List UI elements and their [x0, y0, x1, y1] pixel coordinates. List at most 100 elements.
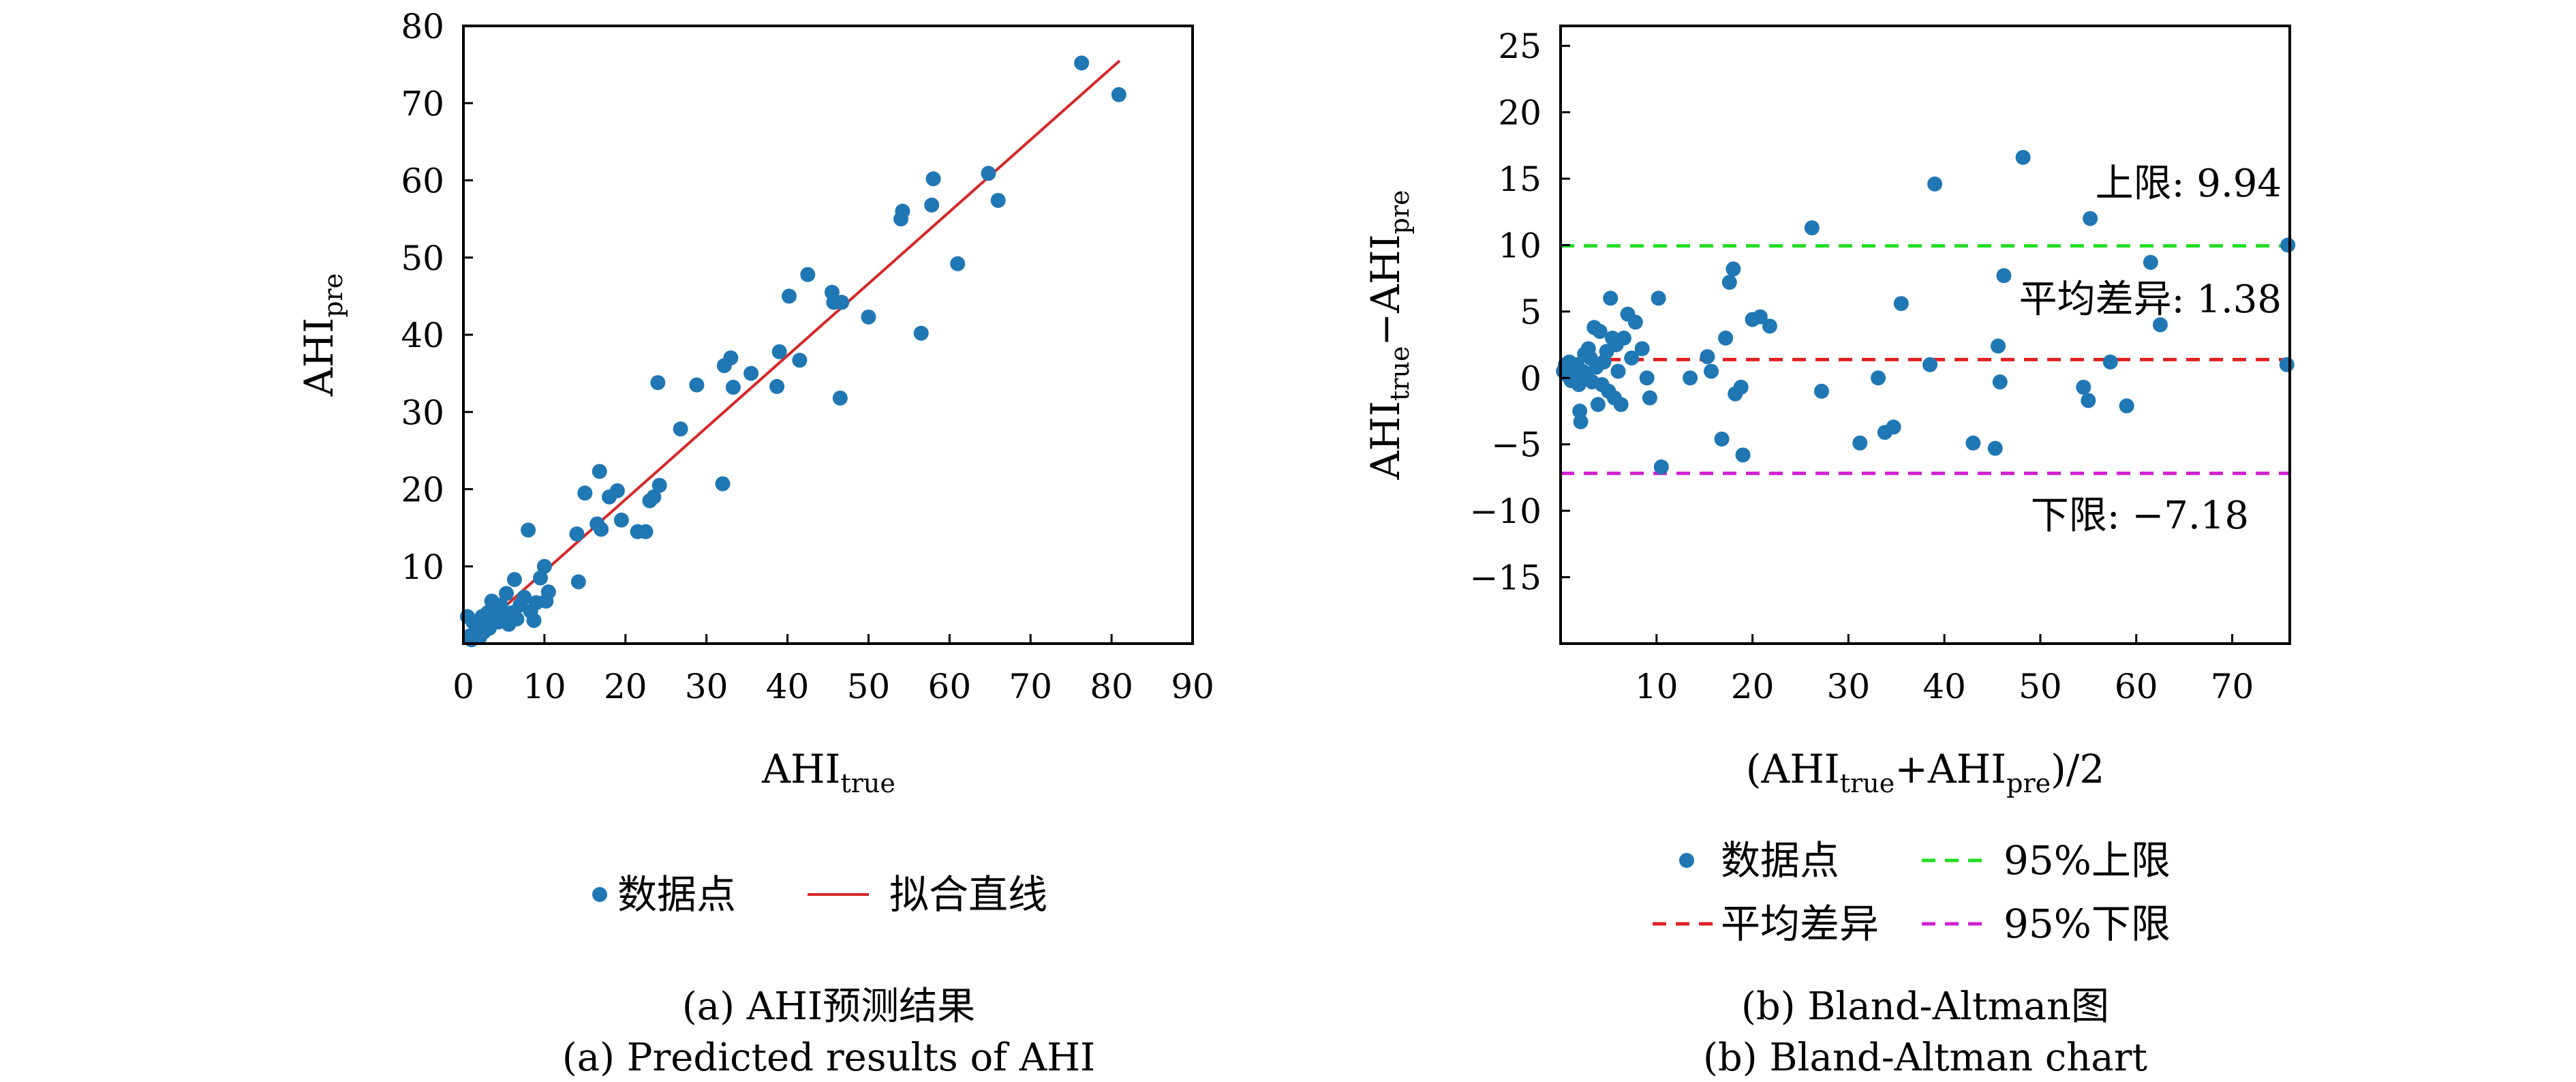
y-tick-label: 20 [401, 470, 444, 510]
data-point [1886, 419, 1901, 435]
data-point [781, 288, 797, 304]
data-point [2280, 237, 2296, 253]
data-point [1590, 397, 1606, 412]
y-tick-label: 25 [1498, 27, 1542, 66]
data-point [2143, 254, 2158, 270]
chart-a-caption-cn: (a) AHI预测结果 [682, 985, 975, 1029]
x-tick-label: 60 [2115, 667, 2158, 706]
data-point [1704, 363, 1719, 379]
legend-b-points-label: 数据点 [1721, 837, 1839, 884]
data-point [650, 375, 666, 391]
data-point [723, 350, 739, 365]
y-tick-label: 0 [1520, 359, 1542, 398]
x-tick-label: 40 [1922, 667, 1966, 706]
data-point [2279, 357, 2295, 372]
data-point [651, 477, 667, 493]
y-tick-label: 70 [401, 84, 444, 123]
chart-a-frame [462, 25, 1194, 645]
data-point [521, 522, 536, 538]
data-point [506, 572, 522, 588]
data-point [2076, 379, 2091, 395]
x-tick-label: 50 [847, 667, 891, 706]
data-point [769, 378, 785, 394]
y-tick-label: 40 [401, 316, 444, 355]
y-tick-label: 10 [1498, 226, 1542, 265]
x-tick-label: 0 [453, 667, 474, 706]
annotation-mean-diff: 平均差异: 1.38 [2019, 277, 2282, 322]
y-tick-label: 80 [401, 7, 444, 46]
data-point [673, 421, 688, 437]
data-point [570, 574, 586, 590]
data-point [715, 476, 731, 492]
data-point [2102, 354, 2118, 370]
chart-b-caption-cn: (b) Bland-Altman图 [1741, 985, 2109, 1029]
legend-points-marker [592, 887, 607, 902]
data-point [1991, 338, 2006, 354]
data-point [1718, 330, 1734, 346]
data-point [1610, 363, 1626, 379]
x-tick-label: 30 [685, 667, 729, 706]
data-point [569, 526, 585, 542]
data-point [594, 522, 609, 537]
x-tick-label: 10 [523, 667, 566, 706]
data-point [861, 309, 876, 325]
data-point [577, 485, 593, 501]
data-point [1721, 275, 1737, 290]
svg-text:AHIpre: AHIpre [296, 273, 348, 397]
data-point [1927, 176, 1943, 192]
data-point [1922, 357, 1938, 372]
legend-b-lower-label: 95%下限 [2004, 901, 2171, 947]
legend-b-mean-label: 平均差异 [1721, 901, 1879, 947]
chart-b-frame [1559, 25, 2291, 645]
y-tick-label: −5 [1491, 425, 1542, 465]
data-point [1852, 435, 1868, 451]
data-point [1616, 330, 1631, 346]
x-tick-label: 70 [1009, 667, 1052, 706]
chart-b-caption-en: (b) Bland-Altman chart [1703, 1036, 2147, 1080]
data-point [981, 166, 996, 181]
annotation-upper-limit: 上限: 9.94 [2096, 162, 2282, 206]
x-tick-label: 90 [1171, 667, 1214, 706]
data-point [1627, 314, 1643, 330]
data-point [743, 365, 759, 381]
data-point [1613, 397, 1629, 412]
data-point [1603, 290, 1619, 306]
data-point [1752, 309, 1768, 325]
data-point [834, 295, 850, 310]
data-point [592, 464, 607, 479]
data-point [536, 558, 552, 574]
x-tick-label: 40 [766, 667, 810, 706]
data-point [1683, 370, 1698, 386]
data-point [1634, 341, 1650, 357]
x-tick-label: 50 [2019, 667, 2062, 706]
fit-line [466, 59, 1121, 641]
data-point [1733, 379, 1749, 395]
data-point [1573, 414, 1589, 430]
data-point [771, 344, 787, 359]
data-point [1653, 459, 1669, 475]
chart-b-xlabel: (AHItrue+AHIpre)/2 [1746, 746, 2104, 798]
data-point [526, 613, 542, 629]
data-point [1651, 290, 1666, 306]
x-tick-label: 20 [1731, 667, 1775, 706]
x-tick-label: 30 [1827, 667, 1871, 706]
x-tick-label: 10 [1635, 667, 1678, 706]
data-point [800, 267, 816, 282]
legend-line-label: 拟合直线 [889, 871, 1047, 918]
data-point [613, 512, 629, 528]
annotation-lower-limit: 下限: −7.18 [2031, 494, 2249, 538]
data-point [725, 380, 741, 395]
data-point [2083, 211, 2098, 226]
data-point [832, 390, 848, 406]
data-point [540, 584, 556, 600]
data-point [950, 256, 966, 271]
data-point [638, 524, 654, 539]
chart-a-legend: 数据点 拟合直线 [592, 871, 1047, 918]
y-tick-label: 15 [1498, 160, 1542, 199]
data-point [1726, 261, 1741, 277]
data-point [1700, 349, 1715, 365]
data-point [1714, 431, 1730, 447]
data-point [517, 590, 532, 605]
data-point [792, 352, 808, 368]
data-point [689, 377, 705, 393]
